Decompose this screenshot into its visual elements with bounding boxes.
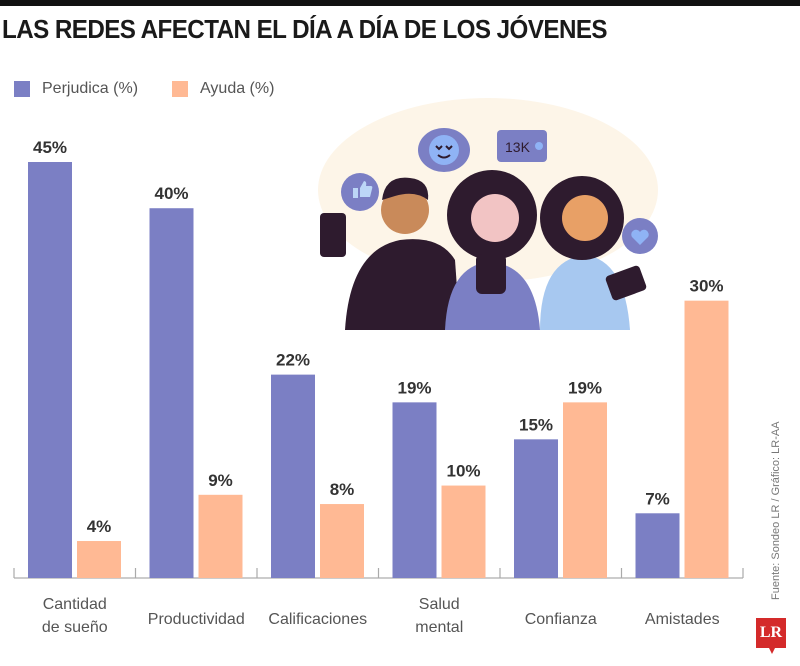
bar-perjudica	[28, 162, 72, 578]
legend-swatch-ayuda	[172, 81, 189, 97]
tablet-icon	[605, 265, 647, 301]
category-label: Cantidad de sueño	[42, 596, 108, 636]
bar-ayuda	[563, 402, 607, 578]
category-label: Calificaciones	[268, 611, 367, 628]
illustration-young-people-with-phones: 13K	[318, 98, 658, 330]
bar-perjudica	[271, 374, 315, 578]
followers-count-icon: 13K	[497, 130, 547, 162]
data-label: 40%	[154, 184, 188, 203]
data-label: 15%	[519, 415, 553, 434]
thumbs-up-icon	[341, 173, 379, 211]
legend-label-perjudica: Perjudica (%)	[42, 80, 139, 97]
data-label: 4%	[87, 517, 112, 536]
heart-eyes-emoji-icon	[418, 128, 470, 172]
data-label: 8%	[330, 480, 355, 499]
legend: Perjudica (%) Ayuda (%)	[14, 80, 308, 98]
category-label: Productividad	[148, 611, 245, 628]
data-label: 19%	[397, 378, 431, 397]
legend-item-ayuda: Ayuda (%)	[172, 80, 274, 98]
legend-label-ayuda: Ayuda (%)	[200, 80, 275, 97]
data-label: 7%	[645, 489, 670, 508]
bar-ayuda	[77, 541, 121, 578]
phone-icon	[476, 254, 506, 294]
bar-ayuda	[320, 504, 364, 578]
bar-perjudica	[635, 513, 680, 578]
bar-perjudica	[514, 439, 558, 578]
bar-perjudica	[392, 402, 437, 578]
source-note: Fuente: Sondeo LR / Gráfico: LR-AA	[770, 421, 782, 600]
person-right	[540, 176, 647, 330]
legend-item-perjudica: Perjudica (%)	[14, 80, 138, 98]
data-label: 22%	[276, 351, 310, 370]
chart-title: LAS REDES AFECTAN EL DÍA A DÍA DE LOS JÓ…	[2, 14, 608, 44]
heart-icon	[622, 218, 658, 254]
lr-logo: LR	[756, 618, 786, 654]
category-label: Salud mental	[415, 596, 463, 636]
data-label: 19%	[568, 378, 602, 397]
category-label: Amistades	[645, 611, 720, 628]
top-rule	[0, 0, 800, 6]
person-middle	[445, 170, 540, 330]
data-label: 30%	[689, 277, 723, 296]
data-label: 10%	[446, 462, 480, 481]
legend-swatch-perjudica	[14, 81, 30, 97]
data-label: 45%	[33, 138, 67, 157]
category-label: Confianza	[525, 611, 597, 628]
followers-count-text: 13K	[505, 139, 531, 155]
bar-perjudica	[149, 208, 194, 578]
person-left	[320, 177, 460, 330]
bar-ayuda	[441, 485, 486, 578]
phone-icon	[320, 213, 346, 257]
bar-ayuda	[198, 494, 243, 578]
bar-ayuda	[684, 300, 729, 578]
data-label: 9%	[208, 471, 233, 490]
